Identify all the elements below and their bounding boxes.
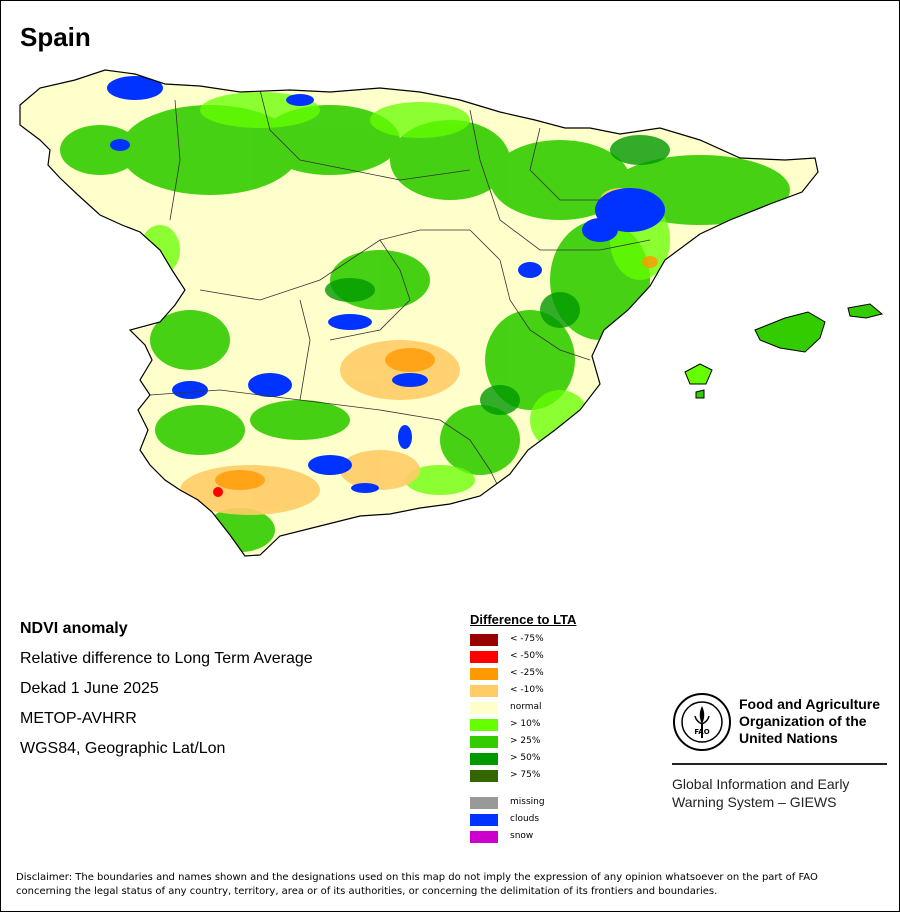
legend-swatch (470, 685, 498, 697)
legend-label: snow (510, 831, 534, 841)
legend-label: > 10% (510, 719, 541, 729)
legend-item: normal (470, 700, 630, 717)
legend-label: > 25% (510, 736, 541, 746)
legend-label: > 50% (510, 753, 541, 763)
product-name: NDVI anomaly (20, 620, 128, 637)
legend-label: clouds (510, 814, 540, 824)
legend-swatch (470, 753, 498, 765)
legend-item: > 50% (470, 751, 630, 768)
legend-item: > 10% (470, 717, 630, 734)
disclaimer: Disclaimer: The boundaries and names sho… (16, 871, 886, 899)
sensor-label: METOP-AVHRR (20, 710, 137, 727)
period-label: Dekad 1 June 2025 (20, 680, 159, 697)
legend-item: < -25% (470, 666, 630, 683)
org-name-line2: Organization of the (739, 713, 867, 729)
product-description: Relative difference to Long Term Average (20, 650, 313, 667)
legend-swatch (470, 736, 498, 748)
dark-green-patches (325, 135, 670, 415)
legend-label: < -25% (510, 668, 544, 678)
system-name: Global Information and Early Warning Sys… (672, 775, 892, 811)
legend-item: clouds (470, 812, 630, 829)
legend-label: < -50% (510, 651, 544, 661)
legend-swatch (470, 651, 498, 663)
fao-logo-text: FAO (694, 728, 709, 736)
system-line2: Warning System – GIEWS (672, 794, 837, 810)
org-name-line3: United Nations (739, 730, 838, 746)
legend-label: > 75% (510, 770, 541, 780)
legend-title: Difference to LTA (470, 612, 577, 627)
disclaimer-line1: Disclaimer: The boundaries and names sho… (16, 872, 818, 883)
legend-item: snow (470, 829, 630, 846)
legend-swatch (470, 634, 498, 646)
organization-name: Food and Agriculture Organization of the… (739, 696, 899, 747)
legend-label: < -10% (510, 685, 544, 695)
anomaly-layer (60, 76, 790, 552)
map-info: NDVI anomaly Relative difference to Long… (20, 618, 313, 768)
legend-item: > 25% (470, 734, 630, 751)
legend-item: missing (470, 795, 630, 812)
legend-label: normal (510, 702, 542, 712)
legend-swatch (470, 702, 498, 714)
disclaimer-line2: concerning the legal status of any count… (16, 886, 718, 897)
balearic-islands (684, 303, 884, 399)
org-name-line1: Food and Agriculture (739, 696, 881, 712)
legend-label: missing (510, 797, 545, 807)
strong-negative-patches (213, 487, 223, 497)
legend: Difference to LTA < -75% < -50% < -25% < -1… (470, 612, 630, 846)
legend-item: > 75% (470, 768, 630, 785)
projection-label: WGS84, Geographic Lat/Lon (20, 740, 226, 757)
map-area (0, 50, 900, 590)
fao-logo: FAO (673, 693, 731, 751)
legend-swatch (470, 719, 498, 731)
system-line1: Global Information and Early (672, 776, 850, 792)
legend-item: < -50% (470, 649, 630, 666)
region-boundaries (149, 89, 651, 491)
legend-swatch (470, 797, 498, 809)
spain-map (19, 69, 884, 557)
moderate-negative-patches (215, 256, 658, 490)
legend-label: < -75% (510, 634, 544, 644)
legend-swatch (470, 770, 498, 782)
legend-swatch (470, 668, 498, 680)
legend-item: < -75% (470, 632, 630, 649)
legend-item: < -10% (470, 683, 630, 700)
legend-swatch (470, 831, 498, 843)
map-title: Spain (20, 22, 91, 52)
cloud-patches (107, 76, 665, 515)
divider (672, 763, 887, 765)
legend-swatch (470, 814, 498, 826)
